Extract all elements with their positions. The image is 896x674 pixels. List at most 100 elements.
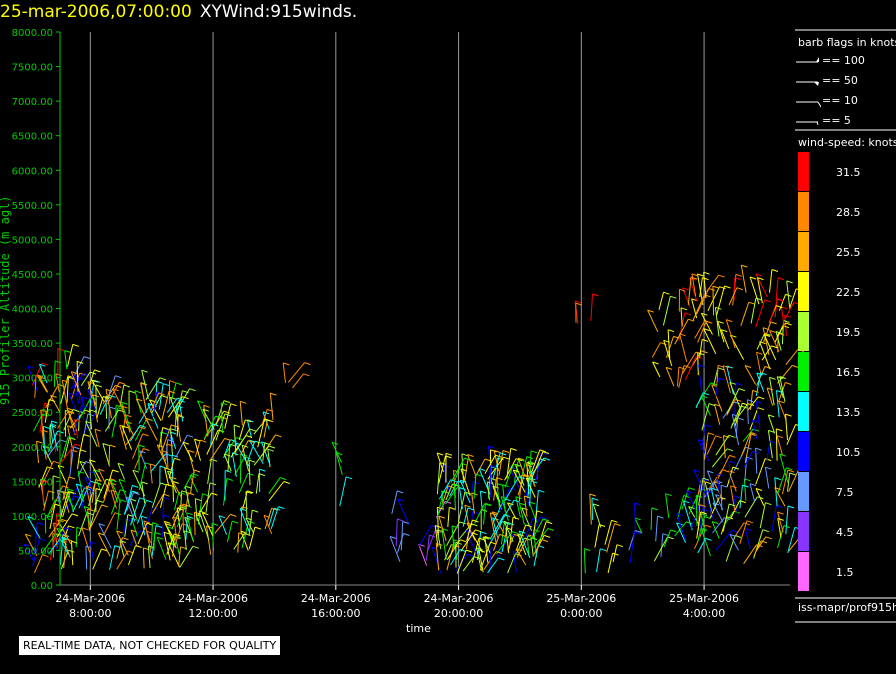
wind-barb [660, 533, 664, 557]
wind-barb [33, 413, 43, 432]
wind-barb [716, 473, 721, 501]
wind-barb [722, 365, 731, 394]
x-tick-label: 0:00:00 [560, 607, 602, 620]
wind-barb-flag [496, 551, 503, 554]
wind-barb [686, 490, 699, 514]
wind-barb [726, 388, 740, 414]
y-tick-label: 7000.00 [12, 97, 53, 108]
wind-barb [36, 374, 48, 393]
wind-barb [729, 534, 739, 551]
wind-barb-flag [752, 389, 759, 393]
wind-barb-flag [722, 469, 729, 473]
wind-barb [533, 539, 543, 555]
wind-barb-flag [466, 522, 474, 526]
wind-barb-flag [541, 539, 549, 543]
wind-barb-flag [734, 277, 741, 280]
wind-barb [769, 269, 773, 293]
wind-barb-flag [705, 424, 712, 428]
wind-barb-flag [765, 502, 772, 506]
wind-barb [132, 469, 146, 497]
barb-5-label: == 5 [822, 114, 851, 127]
wind-barb [98, 468, 111, 493]
wind-barb [164, 467, 170, 487]
wind-barb [57, 411, 69, 429]
wind-barb-flag [275, 434, 282, 438]
wind-barb-flag [278, 506, 285, 510]
wind-barb [484, 454, 496, 474]
wind-barb-flag [267, 408, 274, 412]
wind-barb-flag [701, 338, 709, 342]
wind-barb [722, 503, 730, 532]
wind-barb-flag [89, 409, 96, 413]
wind-barb-flag [450, 479, 457, 483]
wind-barb [756, 536, 767, 551]
wind-barb [134, 418, 148, 441]
wind-barb [788, 537, 801, 552]
wind-barb [240, 440, 249, 456]
wind-barb [524, 488, 530, 508]
wind-barb-flag [51, 420, 58, 424]
wind-barb [529, 480, 532, 506]
wind-barb [771, 505, 777, 532]
wind-barb-flag [770, 321, 777, 325]
wind-barb [140, 516, 146, 536]
wind-barb [755, 448, 758, 474]
wind-barb [43, 490, 49, 511]
y-ticks: 0.00 500.00 1000.00 1500.00 2000.00 2500.00 30… [12, 28, 60, 592]
wind-barb-flag [663, 291, 670, 295]
wind-barb-flag [247, 490, 254, 494]
wind-barb-flag [152, 522, 159, 526]
wind-barb [712, 286, 715, 316]
wind-barb-flag [57, 348, 64, 351]
wind-barb [479, 491, 483, 511]
wind-barb [787, 527, 796, 554]
wind-barb-flag [164, 428, 172, 432]
wind-barb [48, 536, 62, 554]
wind-barb [53, 360, 56, 387]
wind-barb [438, 455, 446, 484]
wind-barb [42, 480, 44, 506]
wind-barb [38, 376, 49, 393]
wind-barb-flag [702, 477, 710, 481]
wind-barb-flag [710, 382, 718, 386]
wind-barb-flag [178, 399, 186, 403]
wind-barb [171, 504, 181, 520]
wind-barb-flag [779, 376, 786, 379]
wind-barb [695, 392, 704, 409]
wind-barb-flag [700, 480, 707, 483]
wind-barb-flag [97, 499, 104, 503]
wind-barb [245, 517, 254, 533]
wind-barb-flag [245, 435, 253, 438]
wind-barb [110, 489, 121, 515]
wind-barb [105, 389, 112, 419]
wind-barb [515, 524, 527, 551]
wind-barb-flag [263, 514, 271, 518]
wind-barb-flag [459, 539, 467, 543]
wind-barb [507, 502, 517, 520]
wind-barb-flag [777, 517, 784, 521]
wind-barb-flag [670, 295, 677, 299]
wind-barb [690, 505, 700, 529]
wind-barb-flag [784, 314, 791, 318]
x-tick-label: 20:00:00 [434, 607, 483, 620]
wind-barb [92, 548, 102, 570]
wind-barb [591, 498, 593, 520]
wind-barb-flag [752, 451, 759, 454]
wind-barb [156, 537, 167, 560]
wind-barb [269, 393, 274, 421]
wind-barb [677, 495, 685, 520]
wind-barb-flag [705, 524, 712, 528]
x-tick-label: 24-Mar-2006 [55, 592, 125, 605]
wind-barb-flag [768, 429, 775, 433]
wind-barb [478, 550, 484, 573]
wind-barb [755, 299, 766, 328]
wind-barb [750, 390, 754, 410]
wind-barb [694, 320, 706, 339]
wind-barb-flag [776, 305, 783, 309]
wind-barb [103, 512, 116, 535]
y-tick-label: 5500.00 [12, 201, 53, 212]
y-tick-label: 500.00 [18, 546, 53, 557]
barb-legend-row: == 5 [793, 114, 851, 128]
wind-barb [59, 537, 69, 555]
wind-barb-flag [519, 530, 526, 534]
